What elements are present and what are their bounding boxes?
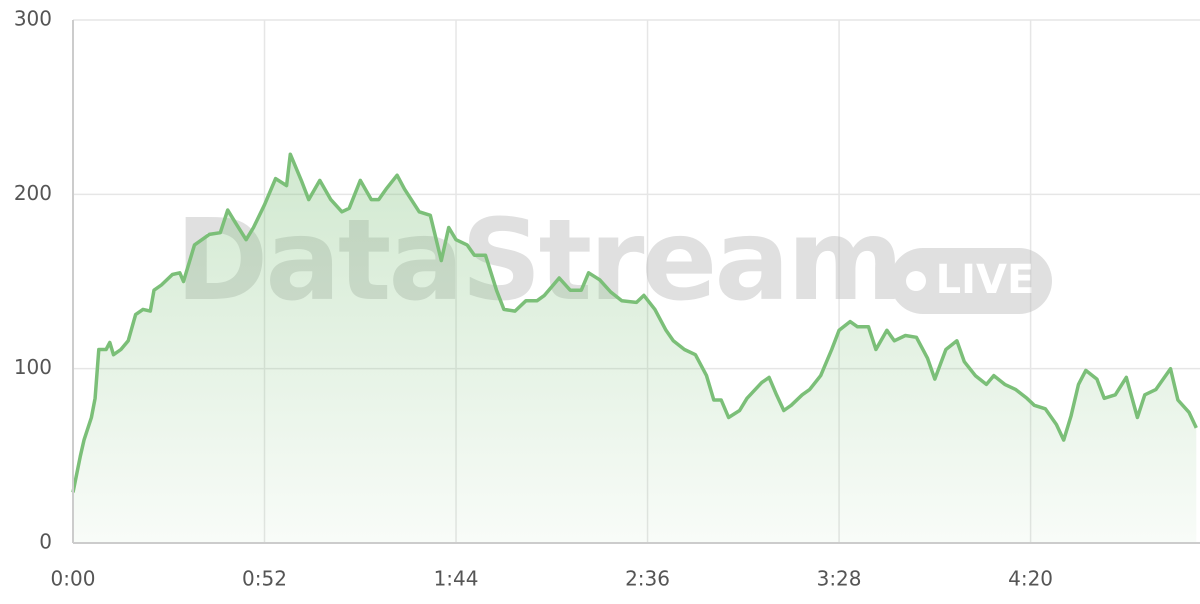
y-tick-label: 100 — [14, 355, 52, 379]
badge-text: LIVE — [936, 257, 1035, 303]
badge — [890, 248, 1052, 314]
x-tick-label: 1:44 — [434, 567, 479, 591]
x-tick-label: 4:20 — [1008, 567, 1053, 591]
y-tick-label: 200 — [14, 181, 52, 205]
y-tick-label: 300 — [14, 7, 52, 31]
line — [71, 152, 1198, 493]
x-tick-label: 0:52 — [242, 567, 287, 591]
x-tick-label: 2:36 — [625, 567, 670, 591]
x-tick-label: 0:00 — [51, 567, 96, 591]
badge-dot — [906, 271, 926, 291]
area-fill — [73, 154, 1197, 543]
y-tick-label: 0 — [39, 530, 52, 554]
x-tick-label: 3:28 — [817, 567, 862, 591]
plot — [71, 152, 1198, 543]
